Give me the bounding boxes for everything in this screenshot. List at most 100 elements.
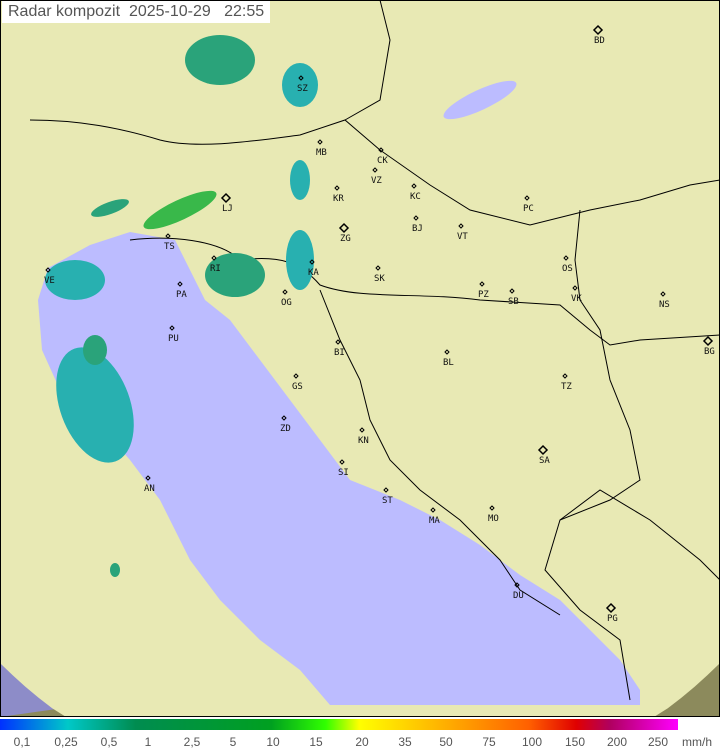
legend-label: 0,5	[100, 735, 118, 749]
city-label: VT	[457, 232, 468, 242]
city-label: OG	[281, 298, 292, 308]
legend-label: 15	[309, 735, 323, 749]
city-label: ZG	[340, 234, 351, 244]
city-marker-icon	[372, 167, 378, 173]
legend-label: 200	[606, 735, 628, 749]
radar-echoes	[45, 35, 318, 577]
city-label: VE	[44, 276, 55, 286]
city-marker-icon	[220, 192, 232, 204]
city-marker-icon	[479, 281, 485, 287]
city-marker-icon	[298, 75, 304, 81]
legend-label: 35	[398, 735, 412, 749]
city-marker-icon	[514, 582, 520, 588]
legend-label: 0,25	[54, 735, 78, 749]
city-marker-icon	[562, 373, 568, 379]
city-marker-icon	[444, 349, 450, 355]
borders	[29, 0, 720, 701]
legend-label: 10	[266, 735, 280, 749]
city-marker-icon	[563, 255, 569, 261]
city-marker-icon	[281, 415, 287, 421]
city-marker-icon	[282, 289, 288, 295]
city-marker-icon	[211, 255, 217, 261]
city-label: BD	[594, 36, 605, 46]
city-label: PZ	[478, 290, 489, 300]
city-marker-icon	[605, 602, 617, 614]
city-label: BJ	[412, 224, 423, 234]
legend-label: 75	[482, 735, 496, 749]
city-label: BG	[704, 347, 715, 357]
legend-label: 150	[564, 735, 586, 749]
city-label: KC	[410, 192, 421, 202]
legend-label: 100	[521, 735, 543, 749]
city-label: PU	[168, 334, 179, 344]
legend-label: 0,1	[13, 735, 31, 749]
city-marker-icon	[537, 444, 549, 456]
city-marker-icon	[660, 291, 666, 297]
city-label: ZD	[280, 424, 291, 434]
city-label: MB	[316, 148, 327, 158]
legend-label: 250	[647, 735, 669, 749]
legend-label: 50	[439, 735, 453, 749]
city-marker-icon	[524, 195, 530, 201]
city-label: AN	[144, 484, 155, 494]
title-date: 2025-10-29	[128, 3, 211, 20]
city-marker-icon	[335, 339, 341, 345]
city-label: LJ	[222, 204, 233, 214]
city-label: CK	[377, 156, 388, 166]
adriatic-sea	[38, 232, 640, 705]
city-marker-icon	[572, 285, 578, 291]
city-marker-icon	[317, 139, 323, 145]
city-marker-icon	[383, 487, 389, 493]
radar-map[interactable]: BD SZ MB CK VZ KR KC LJ PC BJ VT TS ZG OS KA SK VE RI PA PZ…	[0, 0, 720, 717]
city-label: ST	[382, 496, 393, 506]
city-marker-icon	[592, 24, 604, 36]
city-label: KN	[358, 436, 369, 446]
city-marker-icon	[339, 459, 345, 465]
map-title: Radar kompozit 2025-10-29 22:55	[2, 1, 271, 23]
city-label: KA	[308, 268, 319, 278]
city-label: MO	[488, 514, 499, 524]
legend-label: 2,5	[183, 735, 201, 749]
city-label: PG	[607, 614, 618, 624]
city-label: DU	[513, 591, 524, 601]
title-label: Radar kompozit	[8, 3, 121, 20]
legend-unit: mm/h	[682, 735, 712, 749]
city-marker-icon	[411, 183, 417, 189]
city-marker-icon	[338, 222, 350, 234]
city-label: TS	[164, 242, 175, 252]
city-marker-icon	[378, 147, 384, 153]
city-label: PA	[176, 290, 187, 300]
city-marker-icon	[509, 288, 515, 294]
city-marker-icon	[430, 507, 436, 513]
city-label: SI	[338, 468, 349, 478]
city-label: KR	[333, 194, 344, 204]
legend-label: 20	[355, 735, 369, 749]
lake-balaton	[443, 80, 517, 120]
city-label: OS	[562, 264, 573, 274]
city-marker-icon	[375, 265, 381, 271]
city-markers: BD SZ MB CK VZ KR KC LJ PC BJ VT TS ZG OS KA SK VE RI PA PZ…	[44, 24, 715, 624]
city-label: VK	[571, 294, 582, 304]
city-marker-icon	[169, 325, 175, 331]
city-label: BI	[334, 348, 345, 358]
city-label: TZ	[561, 382, 572, 392]
legend-label: 5	[229, 735, 237, 749]
city-label: BL	[443, 358, 454, 368]
title-time: 22:55	[224, 3, 265, 20]
city-label: SB	[508, 297, 519, 307]
city-marker-icon	[334, 185, 340, 191]
city-marker-icon	[293, 373, 299, 379]
city-label: GS	[292, 382, 303, 392]
city-label: VZ	[371, 176, 382, 186]
city-marker-icon	[359, 427, 365, 433]
legend-label: 1	[144, 735, 152, 749]
city-label: SZ	[297, 84, 308, 94]
city-label: PC	[523, 204, 534, 214]
city-marker-icon	[165, 233, 171, 239]
legend-color-scale	[0, 719, 678, 730]
city-marker-icon	[702, 335, 714, 347]
city-marker-icon	[45, 267, 51, 273]
city-marker-icon	[458, 223, 464, 229]
city-marker-icon	[413, 215, 419, 221]
legend-labels: 0,1 0,25 0,5 1 2,5 5 10 15 20 35 50 75 100 150 200 250 m…	[0, 735, 720, 751]
